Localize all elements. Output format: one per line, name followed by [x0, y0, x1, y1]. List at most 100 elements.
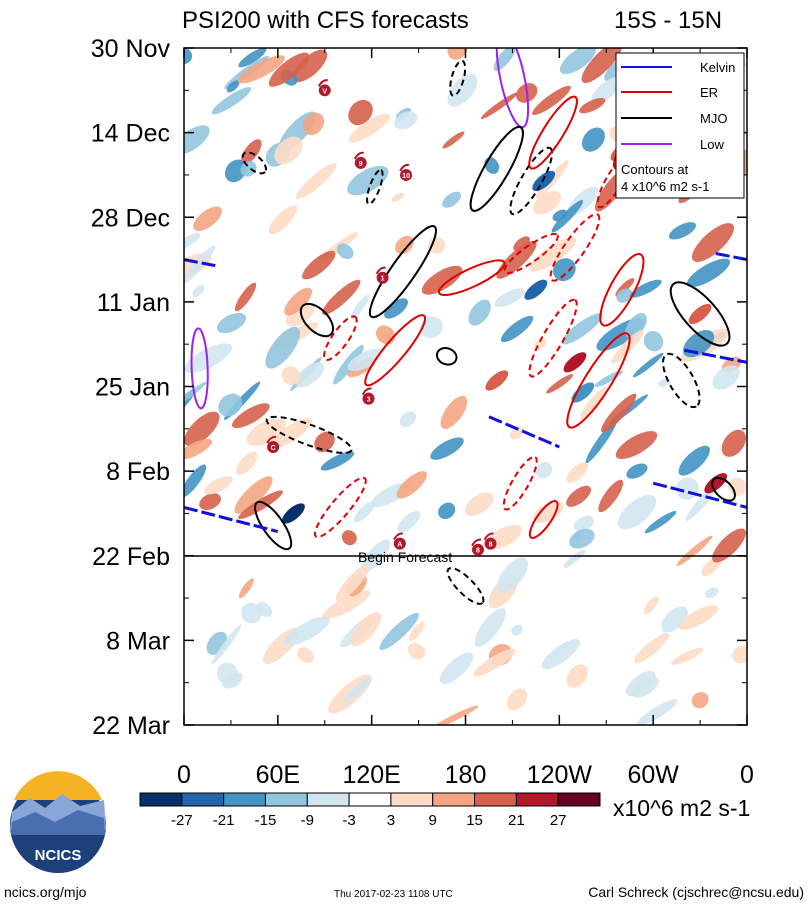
- contour: [265, 415, 353, 454]
- y-tick-label: 8 Feb: [106, 458, 170, 486]
- storm-marker: 3: [361, 387, 375, 405]
- shading-blob: [636, 699, 678, 725]
- colorbar-swatch: [139, 792, 183, 807]
- shading-blob: [439, 652, 474, 685]
- shading-blob: [343, 677, 372, 703]
- y-tick-label: 14 Dec: [91, 120, 170, 148]
- contour: [435, 347, 458, 366]
- storm-marker-circle: [472, 543, 485, 556]
- legend-er-label: ER: [700, 85, 718, 100]
- colorbar-label: -21: [213, 812, 235, 829]
- legend-note-line2: 4 x10^6 m2 s-1: [621, 179, 709, 194]
- shading-core: [485, 370, 509, 391]
- shading-blob: [671, 647, 704, 665]
- ncics-logo: NCICS: [10, 771, 106, 873]
- legend-box: [615, 52, 745, 199]
- shading-blob: [348, 113, 390, 143]
- storm-marker-arm: [399, 163, 410, 172]
- contour: [528, 298, 578, 378]
- kelvin-contour: [488, 415, 560, 449]
- shading-blob: [532, 191, 562, 215]
- shading-blob: [541, 638, 581, 670]
- kelvin-contour: [684, 348, 747, 364]
- shading-blob: [617, 494, 657, 530]
- shading-blob: [396, 471, 427, 499]
- shading-blob: [211, 87, 252, 115]
- contour: [241, 151, 268, 175]
- contour: [503, 233, 559, 275]
- shading-blob: [438, 502, 456, 520]
- storm-marker-arm: [353, 151, 364, 160]
- storm-marker-label: V: [322, 88, 327, 95]
- contour: [669, 281, 731, 347]
- shading-blob: [493, 48, 516, 72]
- kelvin-contour: [184, 505, 279, 534]
- footer-url: ncics.org/mjo: [4, 884, 87, 900]
- y-tick-label: 30 Nov: [91, 35, 171, 63]
- wave-contours: [184, 48, 747, 605]
- shading-blob: [581, 48, 623, 84]
- storm-marker-circle: [484, 537, 497, 550]
- shading-blob: [511, 624, 523, 636]
- shading-blob: [284, 616, 330, 646]
- shading-blob: [224, 159, 247, 183]
- shading-blob: [234, 282, 257, 312]
- shading-blob: [184, 464, 207, 498]
- shading-blob: [420, 316, 443, 339]
- shading-blob: [732, 645, 747, 664]
- colorbar-swatch: [432, 792, 476, 807]
- shading-blob: [292, 49, 328, 83]
- shading-blob: [199, 493, 221, 511]
- shading-blob: [497, 557, 529, 593]
- x-tick-label: 60E: [256, 761, 300, 789]
- colorbar: -27 -21 -15 -9 -3 3 9 15 21 27: [139, 792, 601, 829]
- shading-blob: [532, 501, 564, 523]
- shading-blob: [284, 287, 313, 316]
- contour: [254, 500, 293, 551]
- x-axis: 0 60E 120E 180 120W 60W 0: [177, 48, 754, 789]
- shading-blob: [712, 528, 746, 563]
- shading-blob: [546, 374, 574, 394]
- contour: [528, 500, 559, 539]
- shading-blob: [579, 387, 608, 421]
- legend-kelvin-label: Kelvin: [700, 60, 735, 75]
- colorbar-label: -9: [301, 812, 314, 829]
- shading-blob: [573, 515, 595, 532]
- shading-blob: [348, 99, 373, 126]
- y-tick-label: 22 Mar: [92, 712, 170, 740]
- shading-blob: [347, 165, 389, 196]
- shading-blob: [184, 381, 207, 413]
- shading-blob: [322, 279, 361, 315]
- shading-blob: [184, 245, 216, 284]
- shading-blob: [394, 111, 418, 130]
- shading-blob: [507, 688, 528, 711]
- shading-blob: [661, 606, 688, 633]
- shading-blob: [509, 426, 523, 440]
- shading-blob: [268, 52, 310, 87]
- shading-blob: [676, 535, 713, 566]
- storm-marker-circle: [354, 156, 367, 169]
- contour: [314, 476, 367, 539]
- colorbar-swatch: [515, 792, 559, 807]
- colorbar-swatch: [474, 792, 517, 807]
- storm-marker-arm: [483, 532, 494, 541]
- shading-blob: [295, 362, 325, 388]
- colorbar-label: -15: [255, 812, 277, 829]
- contour: [469, 125, 524, 212]
- shading-blob: [566, 485, 592, 507]
- shading-blob: [559, 48, 596, 75]
- shading-blob: [500, 315, 534, 343]
- shading-blob: [561, 313, 603, 345]
- shading-blob: [421, 265, 463, 295]
- shading-blob: [184, 343, 233, 373]
- shading-blob: [204, 476, 233, 495]
- shading-blob: [704, 587, 719, 599]
- shading-blob: [336, 243, 354, 260]
- shading-blob: [634, 632, 670, 664]
- storm-marker-arm: [375, 266, 386, 275]
- storm-marker-circle: [362, 392, 375, 405]
- shading-blob: [598, 479, 624, 513]
- shading-blob: [238, 48, 267, 68]
- shading-blob: [335, 564, 370, 601]
- shading-blob: [496, 240, 537, 279]
